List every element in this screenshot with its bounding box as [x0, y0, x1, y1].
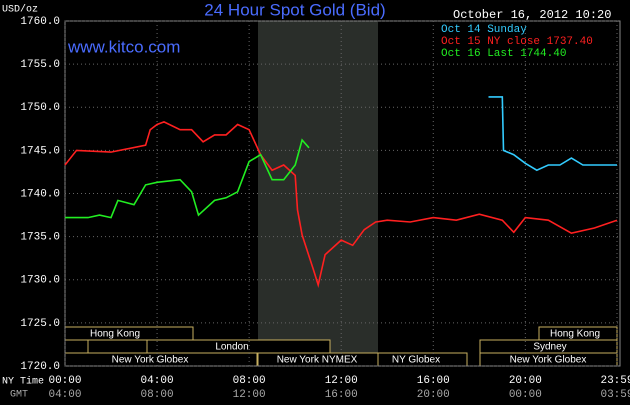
- y-tick-label: 1745.0: [20, 145, 60, 157]
- x2-tick-label: 08:00: [141, 389, 174, 400]
- series-line: [64, 121, 618, 288]
- session-label: New York Globex: [112, 355, 189, 366]
- sessions: Hong Kong London New York Globex New Yor…: [64, 326, 618, 367]
- y-tick-label: 1740.0: [20, 188, 60, 200]
- session-label: New York NYMEX: [277, 355, 358, 366]
- x-tick-label: 00:00: [48, 375, 81, 387]
- session-label: NY Globex: [392, 355, 440, 366]
- session-label: Hong Kong: [90, 329, 140, 340]
- x-tick-label: 12:00: [325, 375, 358, 387]
- x-tick-label: 08:00: [233, 375, 266, 387]
- y-tick-label: 1725.0: [20, 318, 60, 330]
- series-line: [488, 96, 617, 172]
- y-tick-label: 1720.0: [20, 361, 60, 373]
- session-label: Hong Kong: [550, 329, 600, 340]
- chart-title: 24 Hour Spot Gold (Bid): [204, 0, 385, 19]
- legend-label: Oct 14 Sunday: [441, 24, 527, 36]
- x2-tick-label: 20:00: [417, 389, 450, 400]
- x-tick-label: 16:00: [417, 375, 450, 387]
- x2-tick-label: 16:00: [325, 389, 358, 400]
- y-tick-label: 1755.0: [20, 59, 60, 71]
- x-tick-label: 04:00: [141, 375, 174, 387]
- x2-tick-label: 03:59: [600, 389, 630, 400]
- y-tick-label: 1735.0: [20, 232, 60, 244]
- session-label: London: [215, 342, 248, 353]
- y-label: USD/oz: [2, 4, 38, 16]
- y-tick-label: 1750.0: [20, 102, 60, 114]
- x-label: NY Time: [2, 376, 44, 388]
- x2-tick-label: 00:00: [509, 389, 542, 400]
- session-box: [64, 339, 89, 354]
- session-label: Sydney: [533, 342, 566, 353]
- x2-label: GMT: [10, 390, 28, 400]
- timestamp: October 16, 2012 10:20: [453, 8, 611, 22]
- legend-label: Oct 16 Last 1744.40: [441, 48, 566, 60]
- x2-tick-label: 04:00: [48, 389, 81, 400]
- x2-tick-label: 12:00: [233, 389, 266, 400]
- y-tick-label: 1760.0: [20, 16, 60, 28]
- x-tick-label: 20:00: [509, 375, 542, 387]
- session-label: New York Globex: [510, 355, 587, 366]
- x-tick-label: 23:59: [600, 375, 630, 387]
- site: www.kitco.com: [67, 37, 180, 56]
- y-tick-label: 1730.0: [20, 275, 60, 287]
- legend-label: Oct 15 NY close 1737.40: [441, 36, 593, 48]
- series-line: [65, 138, 310, 219]
